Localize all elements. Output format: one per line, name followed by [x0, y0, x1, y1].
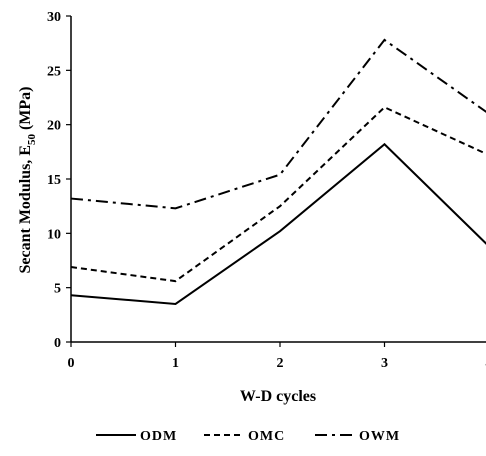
y-tick-label: 30 — [47, 10, 61, 25]
legend-label-omc: OMC — [248, 429, 285, 444]
y-tick-label: 5 — [54, 282, 61, 297]
y-tick-label: 25 — [47, 64, 61, 79]
y-axis-title-unit: (MPa) — [17, 87, 34, 135]
y-axis-ticks: 0 5 10 15 20 25 30 — [47, 10, 71, 351]
x-tick-label: 1 — [172, 356, 179, 371]
x-tick-label: 3 — [381, 356, 388, 371]
legend: ODM OMC OWM — [96, 429, 400, 444]
y-axis-title: Secant Modulus, E50 (MPa) — [17, 87, 38, 274]
y-axis-title-subscript: 50 — [26, 134, 38, 146]
x-axis-ticks: 01234 — [68, 342, 486, 371]
x-tick-label: 0 — [68, 356, 75, 371]
series-line-owm — [70, 38, 486, 210]
y-axis-title-main: Secant Modulus, E — [17, 145, 34, 273]
series-line-odm — [70, 142, 486, 305]
series-line-omc — [70, 106, 486, 283]
y-tick-label: 0 — [54, 336, 61, 351]
x-axis-title: W-D cycles — [240, 388, 316, 405]
y-tick-label: 15 — [47, 173, 61, 188]
axes — [70, 16, 486, 343]
legend-label-odm: ODM — [140, 429, 177, 444]
y-tick-label: 20 — [47, 119, 61, 134]
series-lines — [70, 38, 486, 305]
legend-label-owm: OWM — [359, 429, 400, 444]
y-tick-label: 10 — [47, 227, 61, 242]
x-tick-label: 2 — [277, 356, 284, 371]
